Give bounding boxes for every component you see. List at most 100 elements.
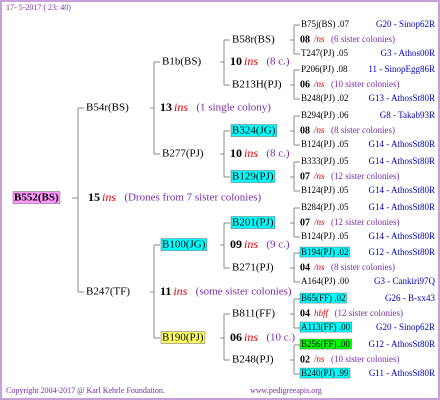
mother-label: T247(PJ) .05 xyxy=(301,48,348,58)
highlight xyxy=(299,367,351,379)
marker: ins xyxy=(244,330,258,344)
father-label: B256(FF) .00 xyxy=(301,339,351,349)
mother-label: A113(FF) .00 xyxy=(301,322,351,332)
mating-marker: /ns xyxy=(313,171,325,181)
father-label: B194(PJ) .02 xyxy=(301,247,349,257)
grandparent-label: B277(PJ) xyxy=(162,148,204,160)
father-origin: G14 - AthosSt80R xyxy=(368,156,435,166)
count: 10 xyxy=(230,54,242,68)
highlight xyxy=(230,216,276,229)
mating-count: 07 xyxy=(300,171,310,182)
father-origin: G20 - Sinop62R xyxy=(376,19,435,29)
great-grandparent-label: B213H(PJ) xyxy=(232,79,282,91)
mother-origin: G14 - AthosSt80R xyxy=(368,185,435,195)
count: 11 xyxy=(160,284,171,298)
mating-marker: /ns xyxy=(313,79,325,89)
highlight xyxy=(299,292,347,304)
highlight xyxy=(299,246,350,258)
mother-label: B124(PJ) .05 xyxy=(301,139,349,149)
mating-marker: /ns xyxy=(313,262,325,272)
website: www.pedigreeapis.org xyxy=(250,386,322,395)
marker: ins xyxy=(174,100,188,114)
mother-label: B124(PJ) .05 xyxy=(301,185,349,195)
note: (8 c.) xyxy=(266,56,290,68)
mating-marker: hbff xyxy=(314,308,330,318)
grandparent-label: B190(PJ) xyxy=(162,332,204,344)
mating-count: 08 xyxy=(300,125,310,136)
mother-label: B124(PJ) .05 xyxy=(301,231,349,241)
mother-origin: G11 - AthosSt80R xyxy=(369,368,435,378)
count: 10 xyxy=(230,146,242,160)
note: (Drones from 7 sister colonies) xyxy=(124,192,261,204)
mating-note: (10 sister colonies) xyxy=(331,79,399,89)
mother-origin: G14 - AthosSt80R xyxy=(368,139,435,149)
father-origin: 11 - SinopEgg86R xyxy=(368,64,435,74)
mating-note: (8 sister colonies) xyxy=(331,125,395,135)
highlight xyxy=(230,170,276,183)
great-grandparent-label: B58r(BS) xyxy=(232,34,275,46)
count: 09 xyxy=(230,237,242,251)
grandparent-label: B100(JG) xyxy=(162,239,206,251)
father-origin: G14 - AthosSt80R xyxy=(368,202,435,212)
marker: ins xyxy=(102,190,116,204)
mating-note: (8 sister colonies) xyxy=(331,262,395,272)
great-grandparent-label: B324(JG) xyxy=(232,125,276,137)
great-grandparent-label: B248(PJ) xyxy=(232,354,274,366)
father-label: B333(PJ) .05 xyxy=(301,156,349,166)
father-label: B75j(BS) .07 xyxy=(301,19,350,29)
highlight xyxy=(160,238,207,251)
mating-marker: /ns xyxy=(313,354,325,364)
count: 06 xyxy=(230,330,242,344)
mating-note: (6 sister colonies) xyxy=(331,34,395,44)
mating-count: 07 xyxy=(300,217,310,228)
grandparent-label: B1b(BS) xyxy=(162,56,201,68)
mother-origin: G20 - Sinop62R xyxy=(376,322,435,332)
father-label: B294(PJ) .06 xyxy=(301,110,349,120)
highlight xyxy=(12,191,61,204)
father-label: B65(FF) .02 xyxy=(301,293,346,303)
mother-label: B240(PJ) .99 xyxy=(301,368,349,378)
root-label: B552(BS) xyxy=(14,192,59,204)
count: 13 xyxy=(160,100,172,114)
mating-note: (12 sister colonies) xyxy=(331,217,399,227)
father-label: P206(PJ) .08 xyxy=(301,64,348,74)
count: 15 xyxy=(88,190,100,204)
father-origin: G8 - Takab93R xyxy=(380,110,435,120)
note: (10 c.) xyxy=(266,332,295,344)
mating-note: (12 sister colonies) xyxy=(335,308,403,318)
mother-label: A164(PJ) .00 xyxy=(301,276,350,286)
note: (some sister colonies) xyxy=(196,286,292,298)
marker: ins xyxy=(244,146,258,160)
father-origin: G12 - AthosSt80R xyxy=(368,247,435,257)
mother-label: B248(PJ) .02 xyxy=(301,93,349,103)
mating-count: 02 xyxy=(300,354,310,365)
highlight xyxy=(299,321,352,333)
mother-origin: G3 - Cankiri97Q xyxy=(374,276,435,286)
mating-note: (10 sister colonies) xyxy=(331,354,399,364)
highlight xyxy=(160,331,206,344)
mating-marker: /ns xyxy=(313,34,325,44)
marker: ins xyxy=(244,237,258,251)
mother-origin: G14 - AthosSt80R xyxy=(368,231,435,241)
great-grandparent-label: B129(PJ) xyxy=(232,171,274,183)
great-grandparent-label: B811(FF) xyxy=(232,308,275,320)
marker: ins xyxy=(244,54,258,68)
mating-marker: /ns xyxy=(313,125,325,135)
note: (9 c.) xyxy=(266,239,290,251)
mating-count: 04 xyxy=(300,262,310,273)
marker: ins xyxy=(173,284,187,298)
great-grandparent-label: B271(PJ) xyxy=(232,262,274,274)
note: (1 single colony) xyxy=(196,102,271,114)
highlight xyxy=(230,124,277,137)
mating-count: 04 xyxy=(300,308,310,319)
copyright: Copyright 2004-2017 @ Karl Kehrle Founda… xyxy=(6,386,165,395)
parent-label: B247(TF) xyxy=(86,286,130,298)
mating-note: (12 sister colonies) xyxy=(331,171,399,181)
great-grandparent-label: B201(PJ) xyxy=(232,217,274,229)
mother-origin: G13 - AthosSt80R xyxy=(368,93,435,103)
parent-label: B54r(BS) xyxy=(86,102,129,114)
highlight xyxy=(299,338,352,350)
date: 17- 5-2017 ( 23: 40) xyxy=(6,3,71,12)
